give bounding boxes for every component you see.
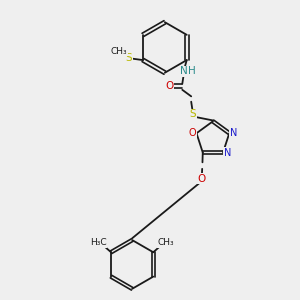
Text: CH₃: CH₃ xyxy=(111,47,128,56)
Text: S: S xyxy=(126,53,132,63)
Text: O: O xyxy=(188,128,196,138)
Text: N: N xyxy=(230,128,237,138)
Text: H: H xyxy=(188,66,195,76)
Text: O: O xyxy=(166,81,174,91)
Text: S: S xyxy=(190,110,196,119)
Text: N: N xyxy=(180,66,188,76)
Text: H₃C: H₃C xyxy=(90,238,107,247)
Text: CH₃: CH₃ xyxy=(158,238,174,247)
Text: O: O xyxy=(197,174,206,184)
Text: N: N xyxy=(224,148,231,158)
